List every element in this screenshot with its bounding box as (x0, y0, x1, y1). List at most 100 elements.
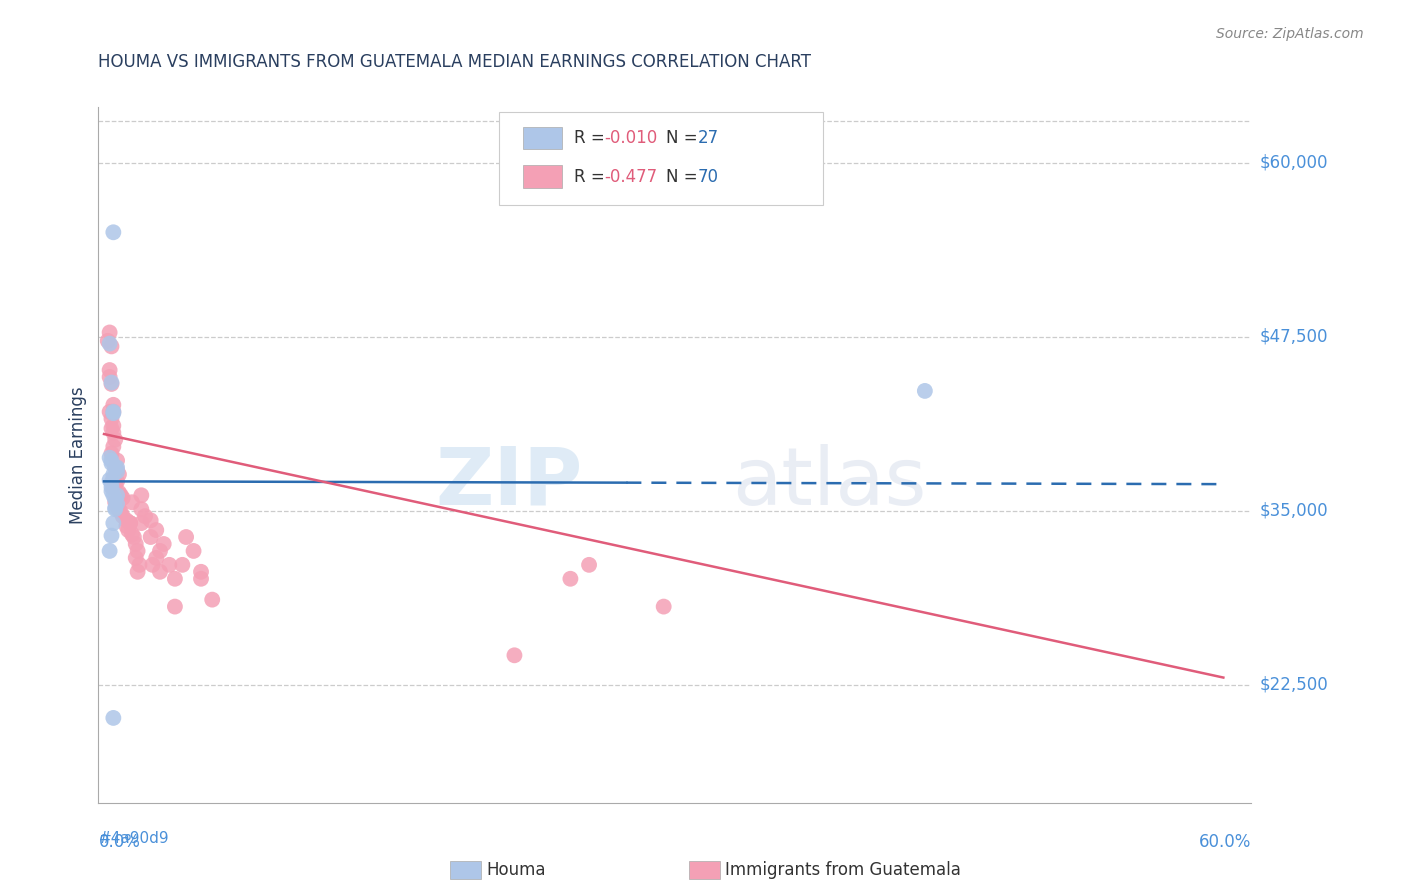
Point (578, 558, 600, 572)
Text: #4a90d9: #4a90d9 (98, 830, 169, 846)
Text: $60,000: $60,000 (1260, 153, 1329, 171)
Point (100, 456, 122, 470)
Point (127, 565, 149, 579)
Point (111, 509, 134, 524)
Point (201, 592, 224, 607)
Point (149, 565, 172, 579)
Point (105, 497, 128, 511)
Point (190, 572, 212, 586)
Point (103, 398, 125, 412)
Point (98, 473, 121, 487)
Point (103, 425, 125, 440)
Point (190, 565, 212, 579)
Point (103, 481, 125, 495)
Point (105, 488, 128, 502)
Point (105, 500, 128, 514)
Point (104, 433, 127, 447)
Point (100, 453, 122, 467)
Point (103, 405, 125, 419)
Point (139, 530, 162, 544)
Point (104, 495, 127, 509)
Point (105, 463, 128, 477)
Point (125, 537, 148, 551)
Point (104, 477, 127, 491)
Point (163, 599, 186, 614)
Point (131, 516, 153, 530)
Point (149, 544, 172, 558)
Text: $47,500: $47,500 (1260, 327, 1329, 345)
Point (100, 376, 122, 391)
Point (100, 421, 122, 435)
Text: ZIP: ZIP (436, 443, 582, 522)
Point (115, 513, 138, 527)
Point (163, 572, 186, 586)
Point (105, 465, 128, 479)
Point (108, 502, 131, 516)
Point (115, 519, 138, 533)
Text: Houma: Houma (486, 861, 546, 879)
Point (103, 440, 125, 454)
Point (120, 516, 142, 530)
Text: Immigrants from Guatemala: Immigrants from Guatemala (725, 861, 962, 879)
Point (103, 418, 125, 433)
Point (108, 485, 131, 500)
Point (110, 505, 132, 519)
Point (121, 527, 143, 541)
Point (98, 544, 121, 558)
Point (183, 544, 205, 558)
Point (145, 550, 167, 565)
Text: $35,000: $35,000 (1260, 501, 1329, 519)
Point (128, 558, 150, 572)
Point (105, 460, 128, 475)
Point (103, 472, 125, 486)
Text: 70: 70 (697, 168, 718, 186)
Point (98, 405, 121, 419)
Point (145, 523, 167, 537)
Point (914, 384, 936, 398)
Point (103, 711, 125, 725)
Text: $22,500: $22,500 (1260, 675, 1329, 693)
Point (100, 480, 122, 494)
Point (110, 488, 132, 502)
Point (108, 467, 131, 482)
Point (152, 537, 174, 551)
Text: HOUMA VS IMMIGRANTS FROM GUATEMALA MEDIAN EARNINGS CORRELATION CHART: HOUMA VS IMMIGRANTS FROM GUATEMALA MEDIA… (98, 54, 811, 71)
Point (98, 326, 121, 340)
Point (105, 453, 128, 467)
Point (98, 363, 121, 377)
Point (100, 339, 122, 353)
Point (98, 370, 121, 384)
Point (98, 450, 121, 465)
Point (103, 405, 125, 419)
Point (103, 467, 125, 482)
Point (100, 528, 122, 542)
Text: atlas: atlas (733, 443, 927, 522)
Point (172, 558, 194, 572)
Text: 27: 27 (697, 129, 718, 147)
Point (503, 648, 526, 663)
Point (174, 530, 197, 544)
Point (141, 558, 163, 572)
Point (103, 488, 125, 502)
Point (125, 550, 148, 565)
Point (157, 558, 180, 572)
Point (111, 491, 134, 505)
Point (97, 334, 120, 348)
Point (103, 406, 125, 420)
Point (127, 544, 149, 558)
Point (131, 488, 153, 502)
Point (560, 572, 582, 586)
Point (104, 460, 127, 475)
Point (134, 509, 156, 524)
Point (120, 516, 142, 530)
Point (131, 502, 153, 516)
Text: Source: ZipAtlas.com: Source: ZipAtlas.com (1216, 27, 1364, 41)
Point (122, 530, 145, 544)
Text: R =: R = (574, 168, 610, 186)
Point (103, 516, 125, 530)
Text: N =: N = (666, 168, 703, 186)
Text: -0.477: -0.477 (605, 168, 658, 186)
Point (100, 446, 122, 460)
Text: -0.010: -0.010 (605, 129, 658, 147)
Point (104, 500, 127, 515)
